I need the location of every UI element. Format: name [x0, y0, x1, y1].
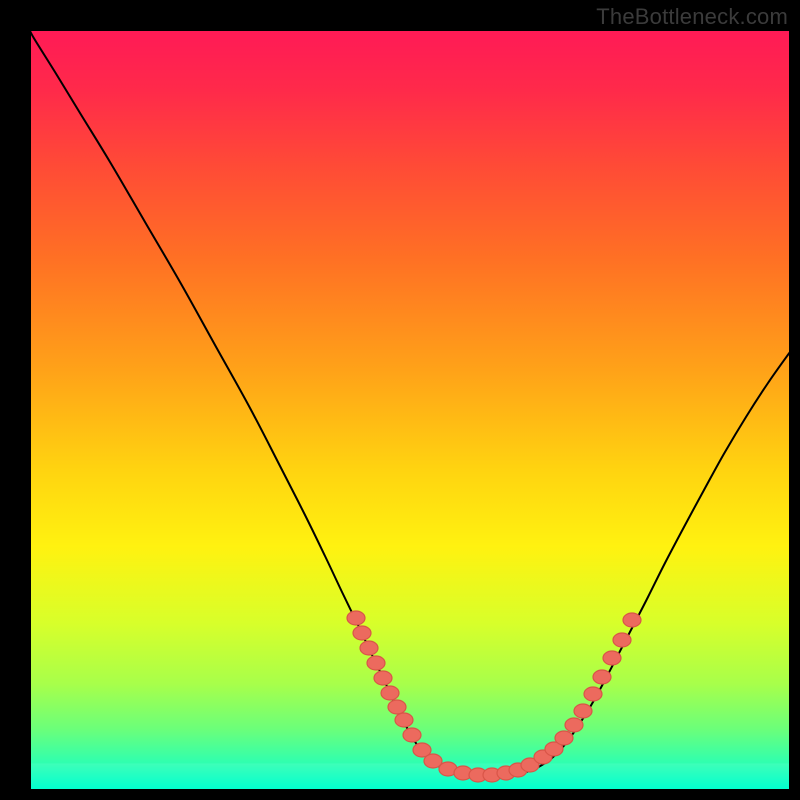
- mask: [0, 0, 30, 800]
- curve-marker: [623, 613, 641, 627]
- gradient-background: [30, 30, 790, 790]
- curve-marker: [367, 656, 385, 670]
- watermark-text: TheBottleneck.com: [596, 4, 788, 30]
- curve-marker: [395, 713, 413, 727]
- curve-marker: [593, 670, 611, 684]
- green-baseline-bar: [30, 763, 790, 790]
- bottleneck-curve-chart: [0, 0, 800, 800]
- curve-marker: [584, 687, 602, 701]
- curve-marker: [353, 626, 371, 640]
- curve-marker: [381, 686, 399, 700]
- curve-marker: [347, 611, 365, 625]
- mask: [0, 790, 800, 800]
- curve-marker: [565, 718, 583, 732]
- curve-marker: [613, 633, 631, 647]
- curve-marker: [555, 731, 573, 745]
- chart-container: TheBottleneck.com: [0, 0, 800, 800]
- curve-marker: [388, 700, 406, 714]
- curve-marker: [603, 651, 621, 665]
- curve-marker: [374, 671, 392, 685]
- curve-marker: [403, 728, 421, 742]
- curve-marker: [360, 641, 378, 655]
- curve-marker: [574, 704, 592, 718]
- mask: [790, 0, 800, 800]
